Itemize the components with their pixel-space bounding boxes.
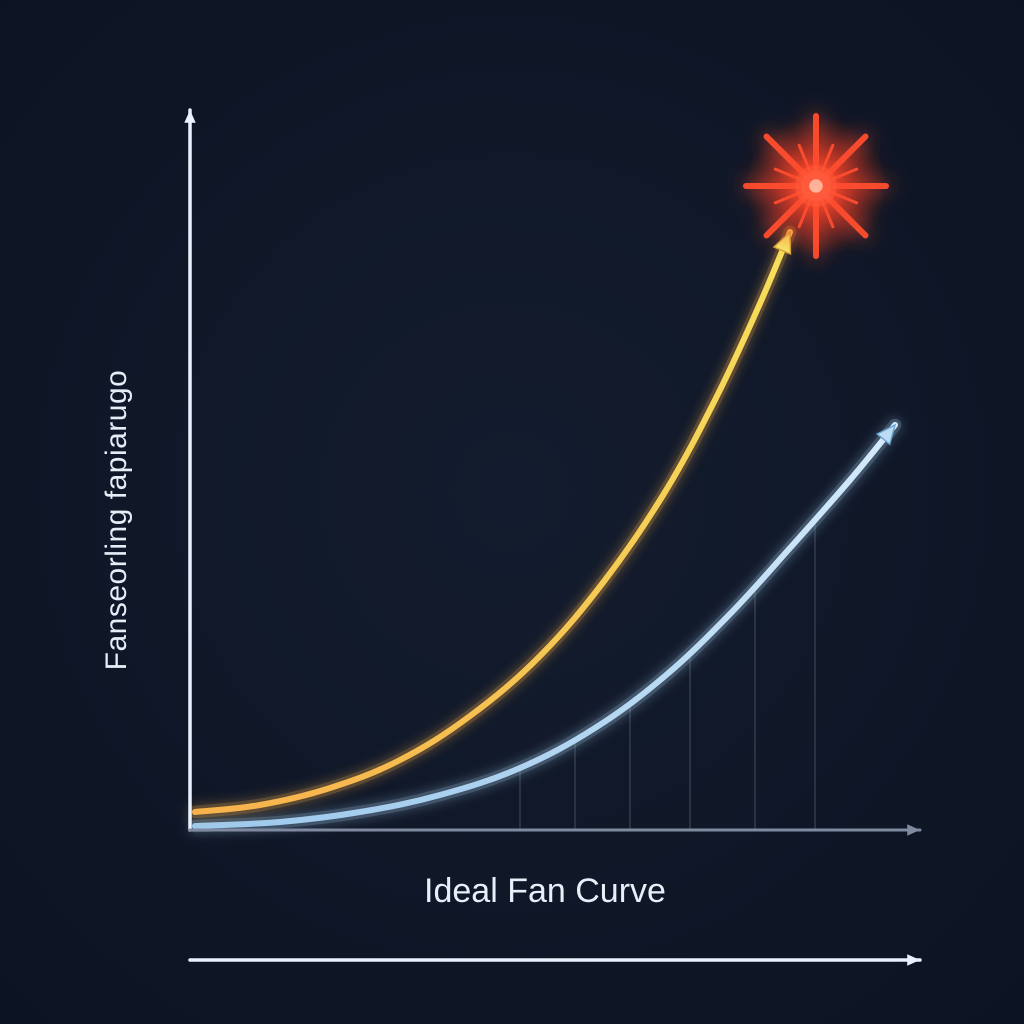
starburst-icon: [746, 116, 886, 256]
x-axis-label: Ideal Fan Curve: [424, 872, 666, 910]
y-axis-label: Fanseorling fapiarugo: [100, 370, 133, 671]
fan-curve-chart: Fanseorling fapiarugo Ideal Fan Curve: [0, 0, 1024, 1024]
